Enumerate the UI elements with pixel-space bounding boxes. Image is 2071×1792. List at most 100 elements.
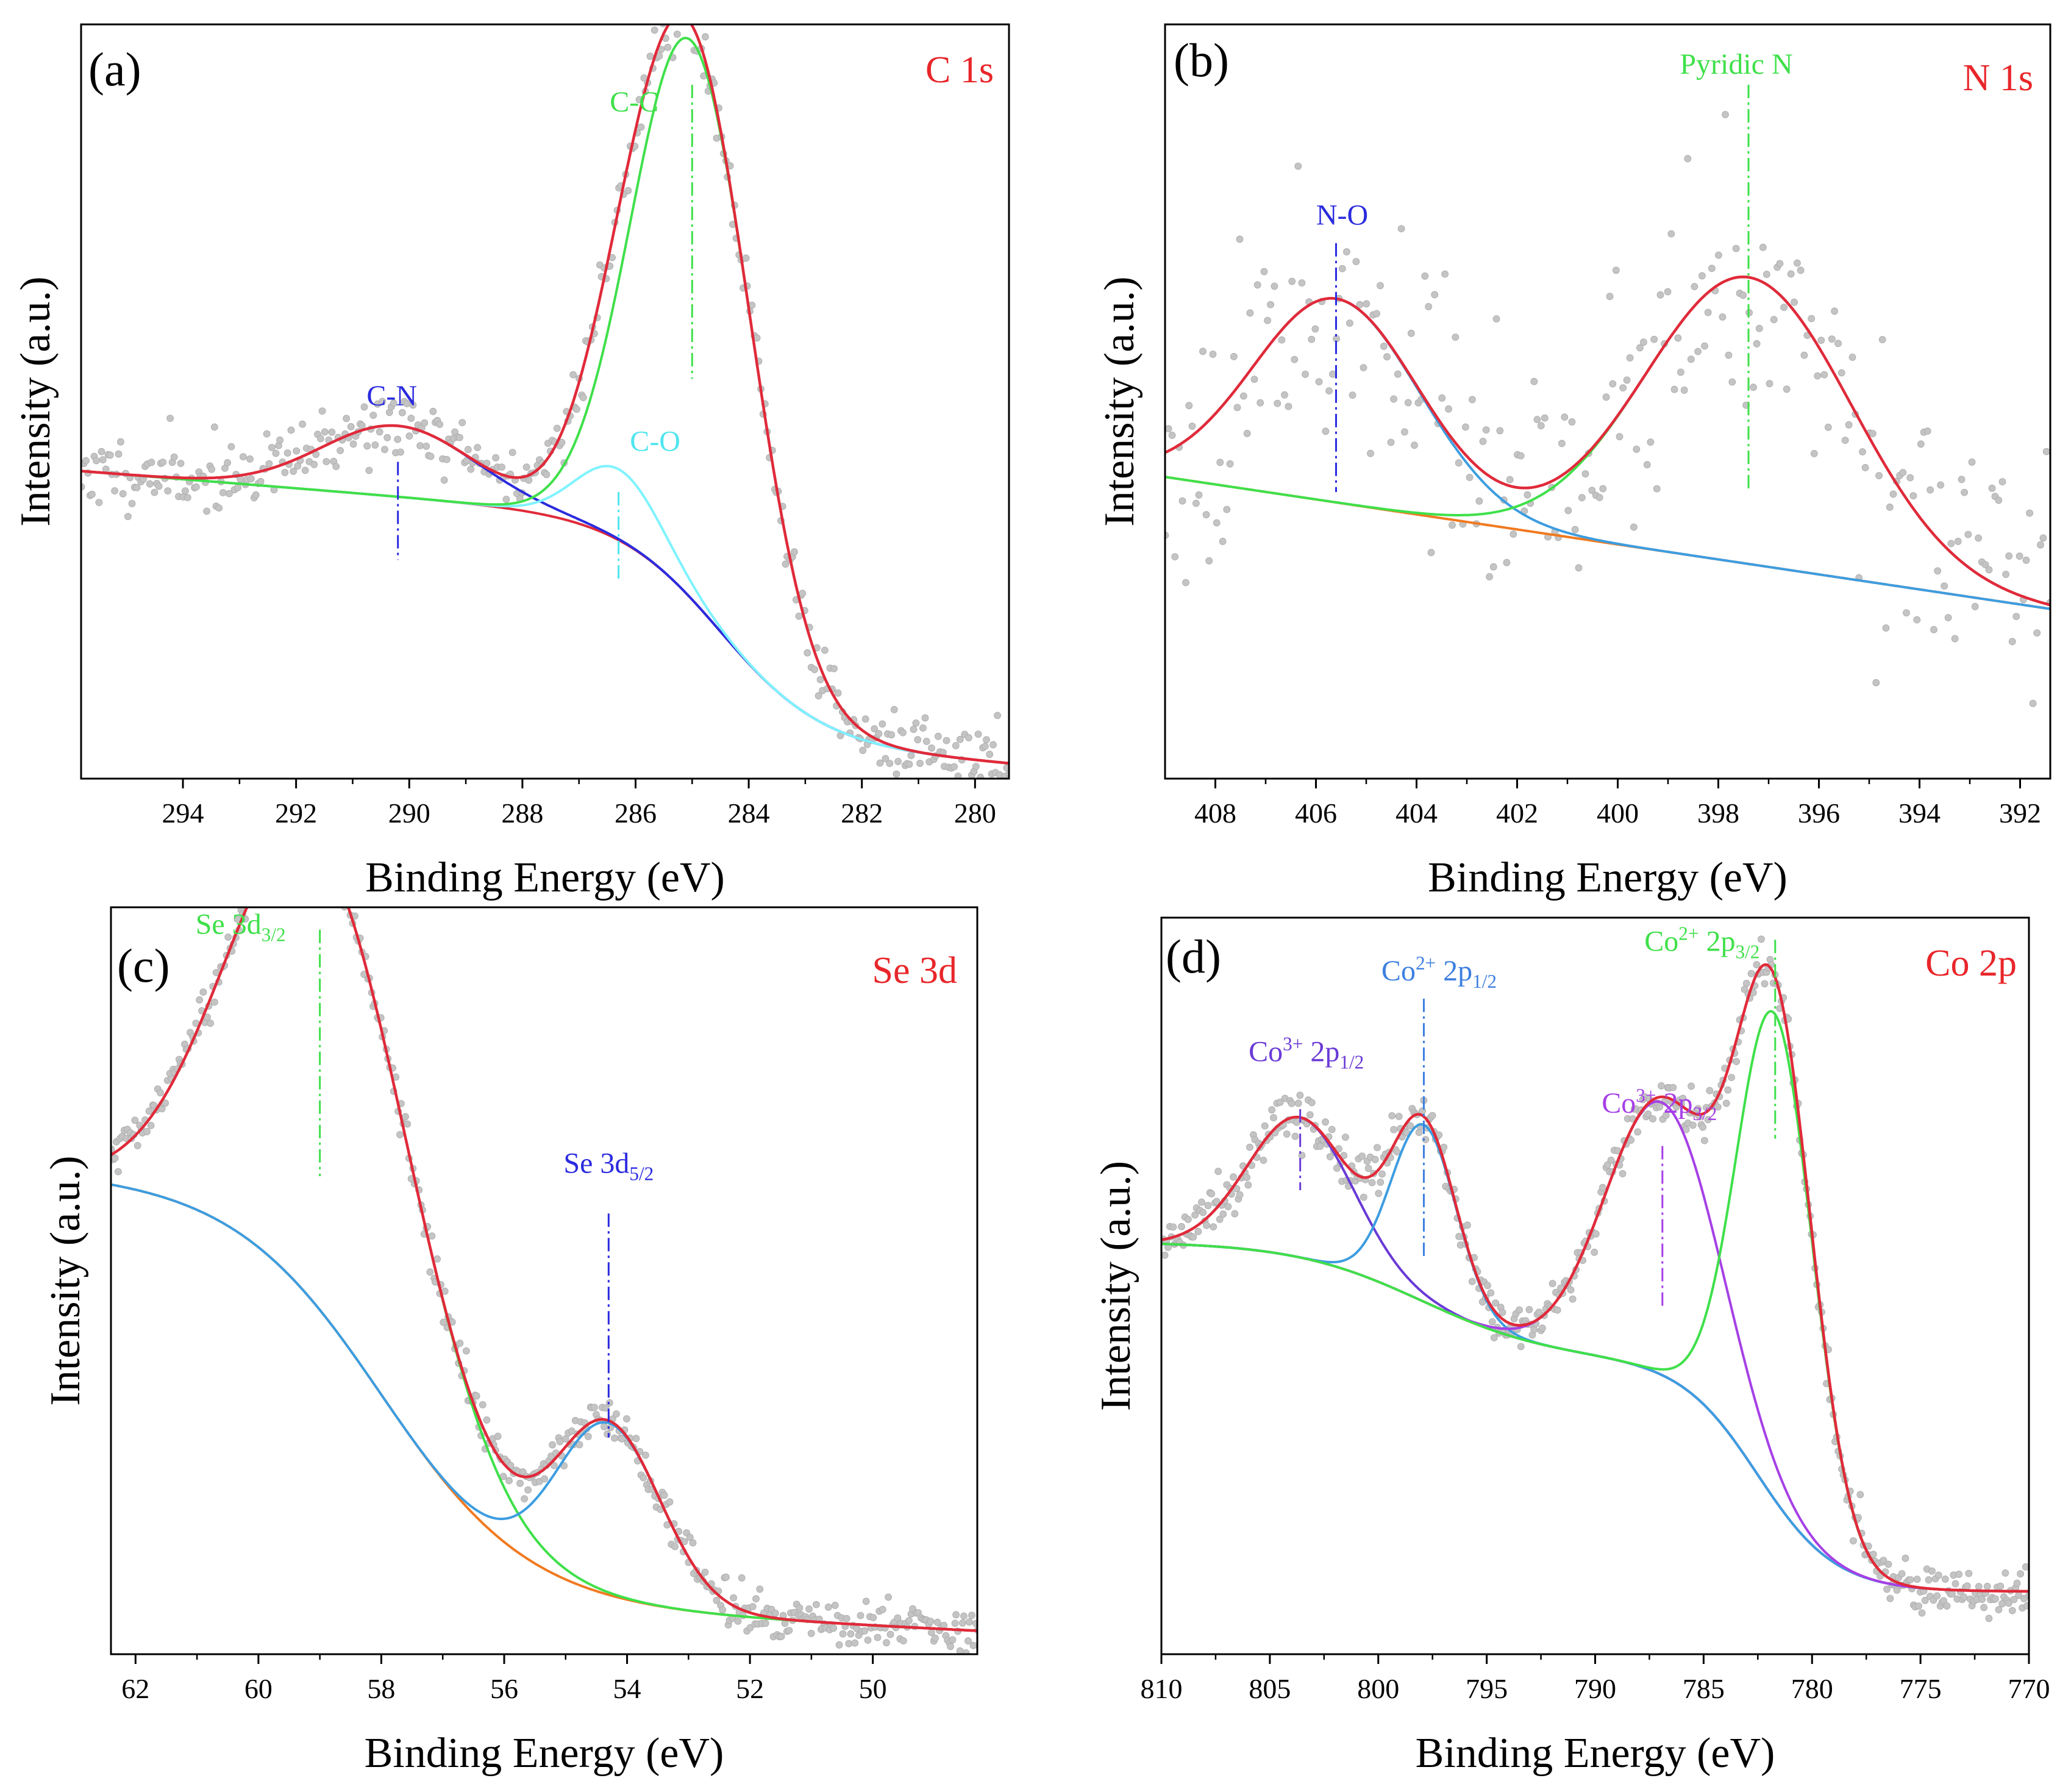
raw-data-point bbox=[1341, 1133, 1349, 1141]
raw-data-point bbox=[879, 1605, 886, 1613]
raw-data-point bbox=[890, 705, 898, 713]
raw-data-point bbox=[1700, 1137, 1708, 1144]
raw-data-point bbox=[1732, 245, 1740, 252]
raw-data-point bbox=[1934, 1571, 1942, 1579]
raw-data-point bbox=[383, 434, 391, 441]
raw-data-point bbox=[604, 1430, 611, 1438]
raw-data-point bbox=[1231, 1210, 1239, 1218]
raw-data-point bbox=[1869, 1551, 1877, 1558]
raw-data-point bbox=[1626, 354, 1634, 362]
raw-data-point bbox=[1758, 935, 1765, 943]
raw-data-point bbox=[272, 449, 280, 457]
raw-data-point bbox=[1886, 503, 1894, 511]
panel-title: Co 2p bbox=[1925, 943, 2017, 984]
raw-data-point bbox=[1928, 1567, 1936, 1575]
raw-data-point bbox=[1808, 315, 1816, 323]
raw-data-point bbox=[1607, 1157, 1615, 1164]
raw-data-point bbox=[1653, 485, 1661, 493]
raw-data-point bbox=[1980, 1604, 1988, 1612]
raw-data-point bbox=[1664, 288, 1672, 296]
raw-data-point bbox=[381, 446, 388, 454]
raw-data-point bbox=[2022, 1563, 2029, 1571]
raw-data-point bbox=[1294, 162, 1302, 170]
raw-data-point bbox=[713, 1596, 721, 1604]
raw-data-point bbox=[958, 1619, 966, 1627]
raw-data-point bbox=[1889, 490, 1897, 498]
raw-data-point bbox=[1233, 404, 1241, 412]
raw-data-point bbox=[1496, 427, 1504, 435]
raw-data-point bbox=[2005, 552, 2013, 560]
peak-markers: C-N C-O C-C bbox=[366, 84, 693, 583]
raw-data-point bbox=[1944, 614, 1952, 621]
x-axis: 408 406 404 402 400 398 396 394 392 bbox=[1194, 779, 2041, 829]
raw-data-point bbox=[332, 463, 340, 470]
raw-data-point bbox=[1694, 348, 1702, 355]
raw-data-point bbox=[1968, 459, 1976, 466]
raw-data-point bbox=[463, 1347, 470, 1355]
raw-data-point bbox=[1934, 567, 1942, 575]
raw-data-point bbox=[972, 763, 980, 770]
panel-label: (c) bbox=[117, 939, 170, 992]
raw-data-point bbox=[1941, 1575, 1949, 1583]
raw-data-point bbox=[921, 714, 929, 722]
raw-data-point bbox=[919, 724, 927, 732]
raw-data-point bbox=[1810, 450, 1818, 457]
raw-data-point bbox=[257, 477, 265, 485]
x-tick-label: 294 bbox=[162, 798, 204, 829]
raw-data-point bbox=[734, 1617, 742, 1625]
panel-label: (b) bbox=[1174, 34, 1229, 87]
raw-data-point bbox=[1346, 319, 1353, 327]
raw-data-point bbox=[502, 496, 510, 503]
raw-data-point bbox=[576, 1441, 583, 1449]
raw-data-point bbox=[1706, 1087, 1714, 1094]
raw-data-point bbox=[933, 1618, 941, 1626]
x-tick-label: 785 bbox=[1683, 1673, 1725, 1704]
raw-data-point bbox=[974, 730, 982, 738]
raw-data-point bbox=[1368, 1179, 1376, 1187]
raw-data-point bbox=[134, 1142, 141, 1149]
raw-data-point bbox=[932, 1634, 939, 1642]
raw-data-point bbox=[1925, 1576, 1933, 1584]
raw-data-point bbox=[276, 436, 284, 444]
raw-data-point bbox=[1761, 980, 1769, 988]
raw-data-point bbox=[816, 676, 824, 684]
raw-data-point bbox=[1397, 225, 1405, 233]
raw-data-point bbox=[956, 1647, 964, 1654]
raw-data-point bbox=[1342, 248, 1350, 255]
raw-data-point bbox=[795, 612, 803, 620]
raw-data-point bbox=[1701, 342, 1708, 350]
raw-data-point bbox=[2033, 629, 2041, 637]
raw-data-point bbox=[569, 371, 577, 379]
raw-data-point bbox=[885, 1593, 892, 1601]
raw-data-point bbox=[1722, 110, 1729, 118]
raw-data-point bbox=[268, 444, 276, 451]
raw-data-point bbox=[1276, 1098, 1284, 1106]
x-tick-label: 52 bbox=[736, 1673, 764, 1704]
raw-data-point bbox=[124, 513, 132, 520]
raw-data-point bbox=[960, 1612, 968, 1620]
raw-data-point bbox=[1917, 440, 1925, 448]
raw-data-point bbox=[722, 1573, 730, 1581]
raw-data-point bbox=[673, 30, 681, 38]
peak-markers: Se 3d3/2 Se 3d5/2 bbox=[196, 908, 654, 1438]
raw-data-point bbox=[1913, 616, 1921, 624]
raw-data-point bbox=[831, 1601, 839, 1609]
raw-data-point bbox=[1824, 423, 1832, 431]
x-tick-label: 780 bbox=[1791, 1673, 1833, 1704]
raw-data-point bbox=[371, 441, 379, 449]
raw-data-point bbox=[1358, 1152, 1366, 1160]
raw-data-point bbox=[777, 1632, 785, 1640]
raw-data-point bbox=[483, 1416, 491, 1424]
raw-data-point bbox=[1387, 438, 1395, 446]
raw-data-point bbox=[1817, 337, 1825, 344]
raw-data-point bbox=[1246, 309, 1254, 317]
raw-data-point bbox=[1375, 1190, 1383, 1198]
raw-data-point bbox=[875, 730, 883, 738]
raw-data-point bbox=[1612, 266, 1620, 274]
raw-data-point bbox=[947, 1643, 954, 1651]
raw-data-point bbox=[1978, 1596, 1986, 1604]
raw-data-point bbox=[525, 476, 533, 484]
raw-data-point bbox=[1733, 1058, 1741, 1065]
x-tick-label: 392 bbox=[1999, 798, 2041, 829]
raw-data-point bbox=[839, 1630, 847, 1638]
